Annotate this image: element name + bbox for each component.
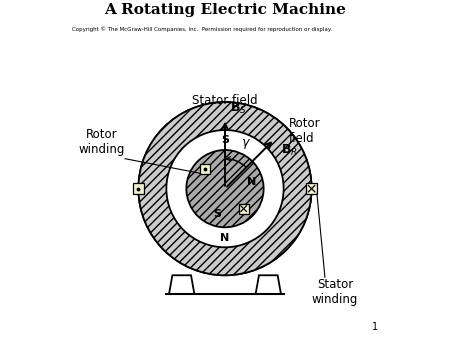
Text: Rotor
field: Rotor field [289, 117, 321, 145]
Circle shape [139, 102, 311, 275]
Polygon shape [256, 275, 281, 294]
Text: Stator
winding: Stator winding [312, 278, 358, 306]
Text: S: S [221, 135, 229, 145]
Text: Copyright © The McGraw-Hill Companies, Inc.  Permission required for reproductio: Copyright © The McGraw-Hill Companies, I… [72, 27, 332, 32]
FancyBboxPatch shape [238, 204, 249, 214]
FancyBboxPatch shape [306, 183, 317, 194]
Text: Rotor
winding: Rotor winding [79, 128, 125, 156]
Circle shape [186, 150, 264, 227]
Text: $\mathbf{B}_{S}$: $\mathbf{B}_{S}$ [230, 101, 247, 116]
FancyBboxPatch shape [133, 183, 144, 194]
Text: N: N [220, 233, 230, 243]
Title: A Rotating Electric Machine: A Rotating Electric Machine [104, 3, 346, 17]
Text: N: N [247, 177, 256, 187]
Text: 1: 1 [372, 322, 378, 332]
Text: S: S [213, 209, 221, 219]
Circle shape [139, 102, 311, 275]
Circle shape [166, 130, 284, 247]
Text: Stator field: Stator field [192, 94, 258, 107]
Text: $\mathbf{B}_{R}$: $\mathbf{B}_{R}$ [281, 143, 298, 158]
FancyBboxPatch shape [200, 164, 210, 174]
Text: $\gamma$: $\gamma$ [241, 138, 251, 151]
Polygon shape [169, 275, 194, 294]
